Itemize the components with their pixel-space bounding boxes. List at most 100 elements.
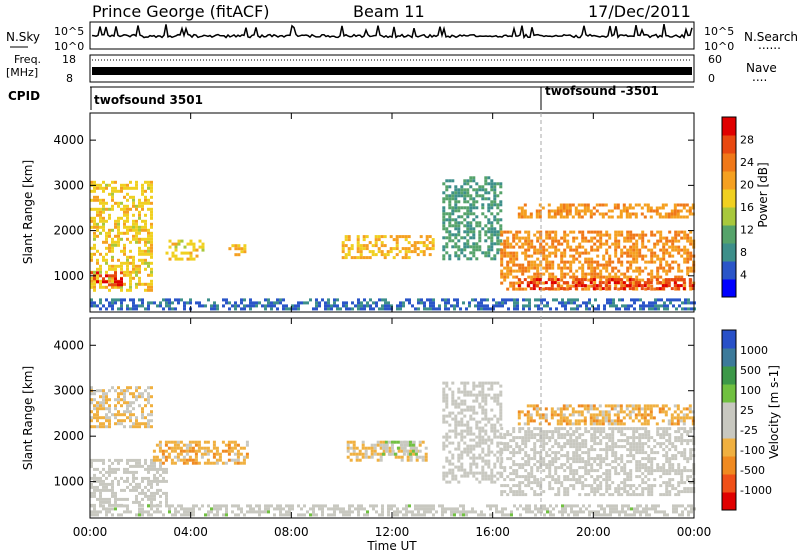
- heatmap-cell: [644, 451, 648, 455]
- heatmap-cell: [141, 479, 144, 483]
- heatmap-cell: [542, 445, 546, 449]
- heatmap-cell: [493, 215, 497, 219]
- heatmap-cell: [481, 435, 485, 439]
- heatmap-cell: [583, 209, 587, 213]
- heatmap-cell: [616, 215, 620, 219]
- heatmap-cell: [517, 416, 521, 420]
- heatmap-cell: [668, 442, 672, 446]
- heatmap-cell: [668, 254, 672, 258]
- heatmap-cell: [595, 422, 599, 426]
- heatmap-cell: [108, 425, 111, 429]
- heatmap-cell: [590, 490, 594, 494]
- heatmap-cell: [578, 254, 582, 258]
- heatmap-cell: [592, 404, 596, 408]
- heatmap-cell: [478, 453, 482, 457]
- heatmap-cell: [566, 490, 570, 494]
- heatmap-cell: [441, 298, 444, 302]
- heatmap-cell: [641, 239, 645, 243]
- heatmap-cell: [212, 446, 216, 450]
- heatmap-cell: [361, 440, 365, 444]
- heatmap-cell: [601, 416, 605, 420]
- heatmap-cell: [466, 393, 470, 397]
- heatmap-cell: [108, 279, 111, 283]
- heatmap-cell: [448, 480, 452, 484]
- heatmap-cell: [450, 507, 453, 511]
- heatmap-cell: [560, 278, 564, 282]
- heatmap-cell: [212, 440, 216, 444]
- heatmap-cell: [192, 257, 196, 261]
- heatmap-cell: [333, 507, 336, 511]
- heatmap-cell: [267, 301, 270, 305]
- heatmap-cell: [626, 490, 630, 494]
- heatmap-cell: [572, 439, 576, 443]
- heatmap-cell: [460, 248, 464, 252]
- heatmap-cell: [605, 260, 609, 264]
- heatmap-cell: [174, 248, 178, 252]
- heatmap-cell: [629, 251, 633, 255]
- heatmap-cell: [171, 504, 174, 508]
- heatmap-cell: [581, 466, 585, 470]
- heatmap-cell: [614, 275, 618, 279]
- heatmap-cell: [583, 419, 587, 423]
- heatmap-cell: [207, 513, 210, 517]
- heatmap-cell: [533, 475, 537, 479]
- heatmap-cell: [429, 504, 432, 508]
- heatmap-cell: [480, 510, 483, 514]
- heatmap-cell: [108, 464, 111, 468]
- heatmap-cell: [632, 254, 636, 258]
- heatmap-cell: [114, 283, 117, 287]
- heatmap-cell: [492, 298, 495, 302]
- heatmap-cell: [619, 410, 623, 414]
- heatmap-cell: [529, 215, 533, 219]
- heatmap-cell: [457, 191, 461, 195]
- heatmap-cell: [602, 242, 606, 246]
- heatmap-cell: [515, 490, 519, 494]
- heatmap-cell: [559, 410, 563, 414]
- heatmap-cell: [585, 304, 588, 308]
- heatmap-cell: [662, 254, 666, 258]
- heatmap-cell: [545, 436, 549, 440]
- heatmap-cell: [469, 465, 473, 469]
- heatmap-cell: [557, 239, 561, 243]
- heatmap-cell: [90, 271, 93, 275]
- heatmap-cell: [344, 244, 348, 248]
- heatmap-cell: [620, 493, 624, 497]
- heatmap-cell: [129, 273, 132, 277]
- heatmap-cell: [527, 242, 531, 246]
- heatmap-cell: [548, 481, 552, 485]
- heatmap-cell: [608, 487, 612, 491]
- heatmap-cell: [566, 439, 570, 443]
- heatmap-cell: [264, 307, 267, 311]
- heatmap-cell: [472, 438, 476, 442]
- heatmap-cell: [648, 304, 651, 308]
- heatmap-cell: [351, 504, 354, 508]
- heatmap-cell: [213, 513, 216, 517]
- heatmap-cell: [197, 461, 201, 465]
- heatmap-cell: [341, 241, 345, 245]
- heatmap-cell: [123, 210, 126, 214]
- heatmap-cell: [138, 267, 141, 271]
- heatmap-cell: [240, 307, 243, 311]
- heatmap-cell: [418, 440, 422, 444]
- heatmap-cell: [623, 433, 627, 437]
- heatmap-cell: [147, 264, 150, 268]
- heatmap-cell: [509, 490, 513, 494]
- heatmap-cell: [493, 203, 497, 207]
- heatmap-cell: [477, 304, 480, 308]
- heatmap-cell: [564, 304, 567, 308]
- heatmap-cell: [614, 230, 618, 234]
- heatmap-cell: [630, 507, 633, 511]
- heatmap-cell: [590, 433, 594, 437]
- heatmap-cell: [493, 393, 497, 397]
- heatmap-cell: [635, 275, 639, 279]
- heatmap-cell: [668, 472, 672, 476]
- heatmap-cell: [614, 445, 618, 449]
- heatmap-cell: [530, 448, 534, 452]
- heatmap-cell: [249, 510, 252, 514]
- heatmap-cell: [527, 239, 531, 243]
- heatmap-cell: [689, 475, 693, 479]
- heatmap-cell: [593, 436, 597, 440]
- heatmap-cell: [643, 284, 647, 288]
- heatmap-cell: [463, 182, 467, 186]
- heatmap-cell: [609, 304, 612, 308]
